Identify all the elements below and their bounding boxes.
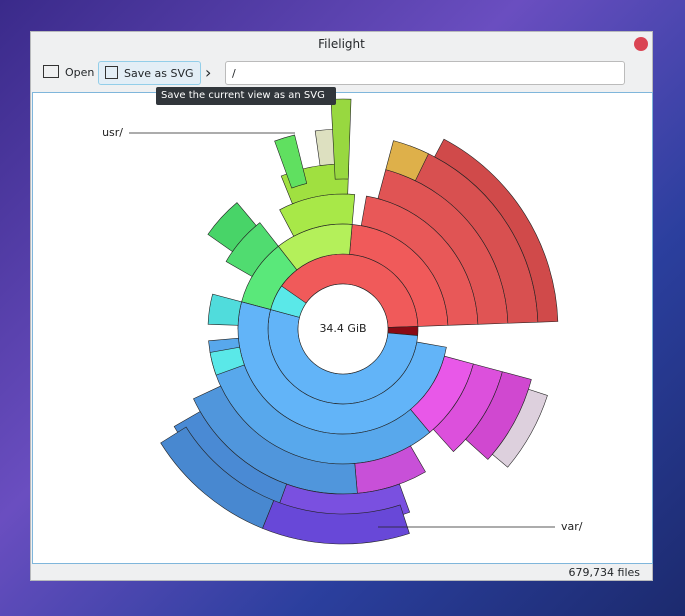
var-label: var/	[561, 520, 583, 533]
usr-label: usr/	[102, 126, 123, 139]
open-label: Open	[65, 66, 95, 79]
dir-segment	[207, 202, 257, 252]
filelight-map: 34.4 GiB usr/var/	[102, 98, 583, 545]
save-label: Save as SVG	[124, 67, 194, 80]
open-button[interactable]: Open	[37, 61, 100, 85]
center	[297, 283, 389, 375]
dir-segment	[209, 346, 245, 376]
save-button[interactable]: Save as SVG	[98, 61, 201, 85]
title: Filelight	[318, 37, 365, 51]
dir-segment	[434, 138, 559, 323]
path-field[interactable]: /	[225, 61, 625, 85]
map-area: 34.4 GiB usr/var/	[32, 92, 653, 564]
window: Filelight Open Save as SVG › / 34.4 GiB u…	[30, 31, 653, 581]
center-size: 34.4 GiB	[319, 322, 366, 335]
dir-segment	[241, 245, 298, 310]
status: 679,734 files	[568, 566, 640, 579]
dir-segment	[274, 134, 308, 189]
dir-segment	[491, 388, 548, 468]
tooltip: Save the current view as an SVG file	[156, 87, 336, 119]
close-button[interactable]	[634, 37, 648, 51]
dir-segment	[160, 426, 275, 529]
forward-button[interactable]: ›	[205, 63, 212, 82]
dir-segment	[207, 293, 242, 326]
dir-segment	[385, 140, 429, 182]
dir-segment	[330, 98, 352, 180]
